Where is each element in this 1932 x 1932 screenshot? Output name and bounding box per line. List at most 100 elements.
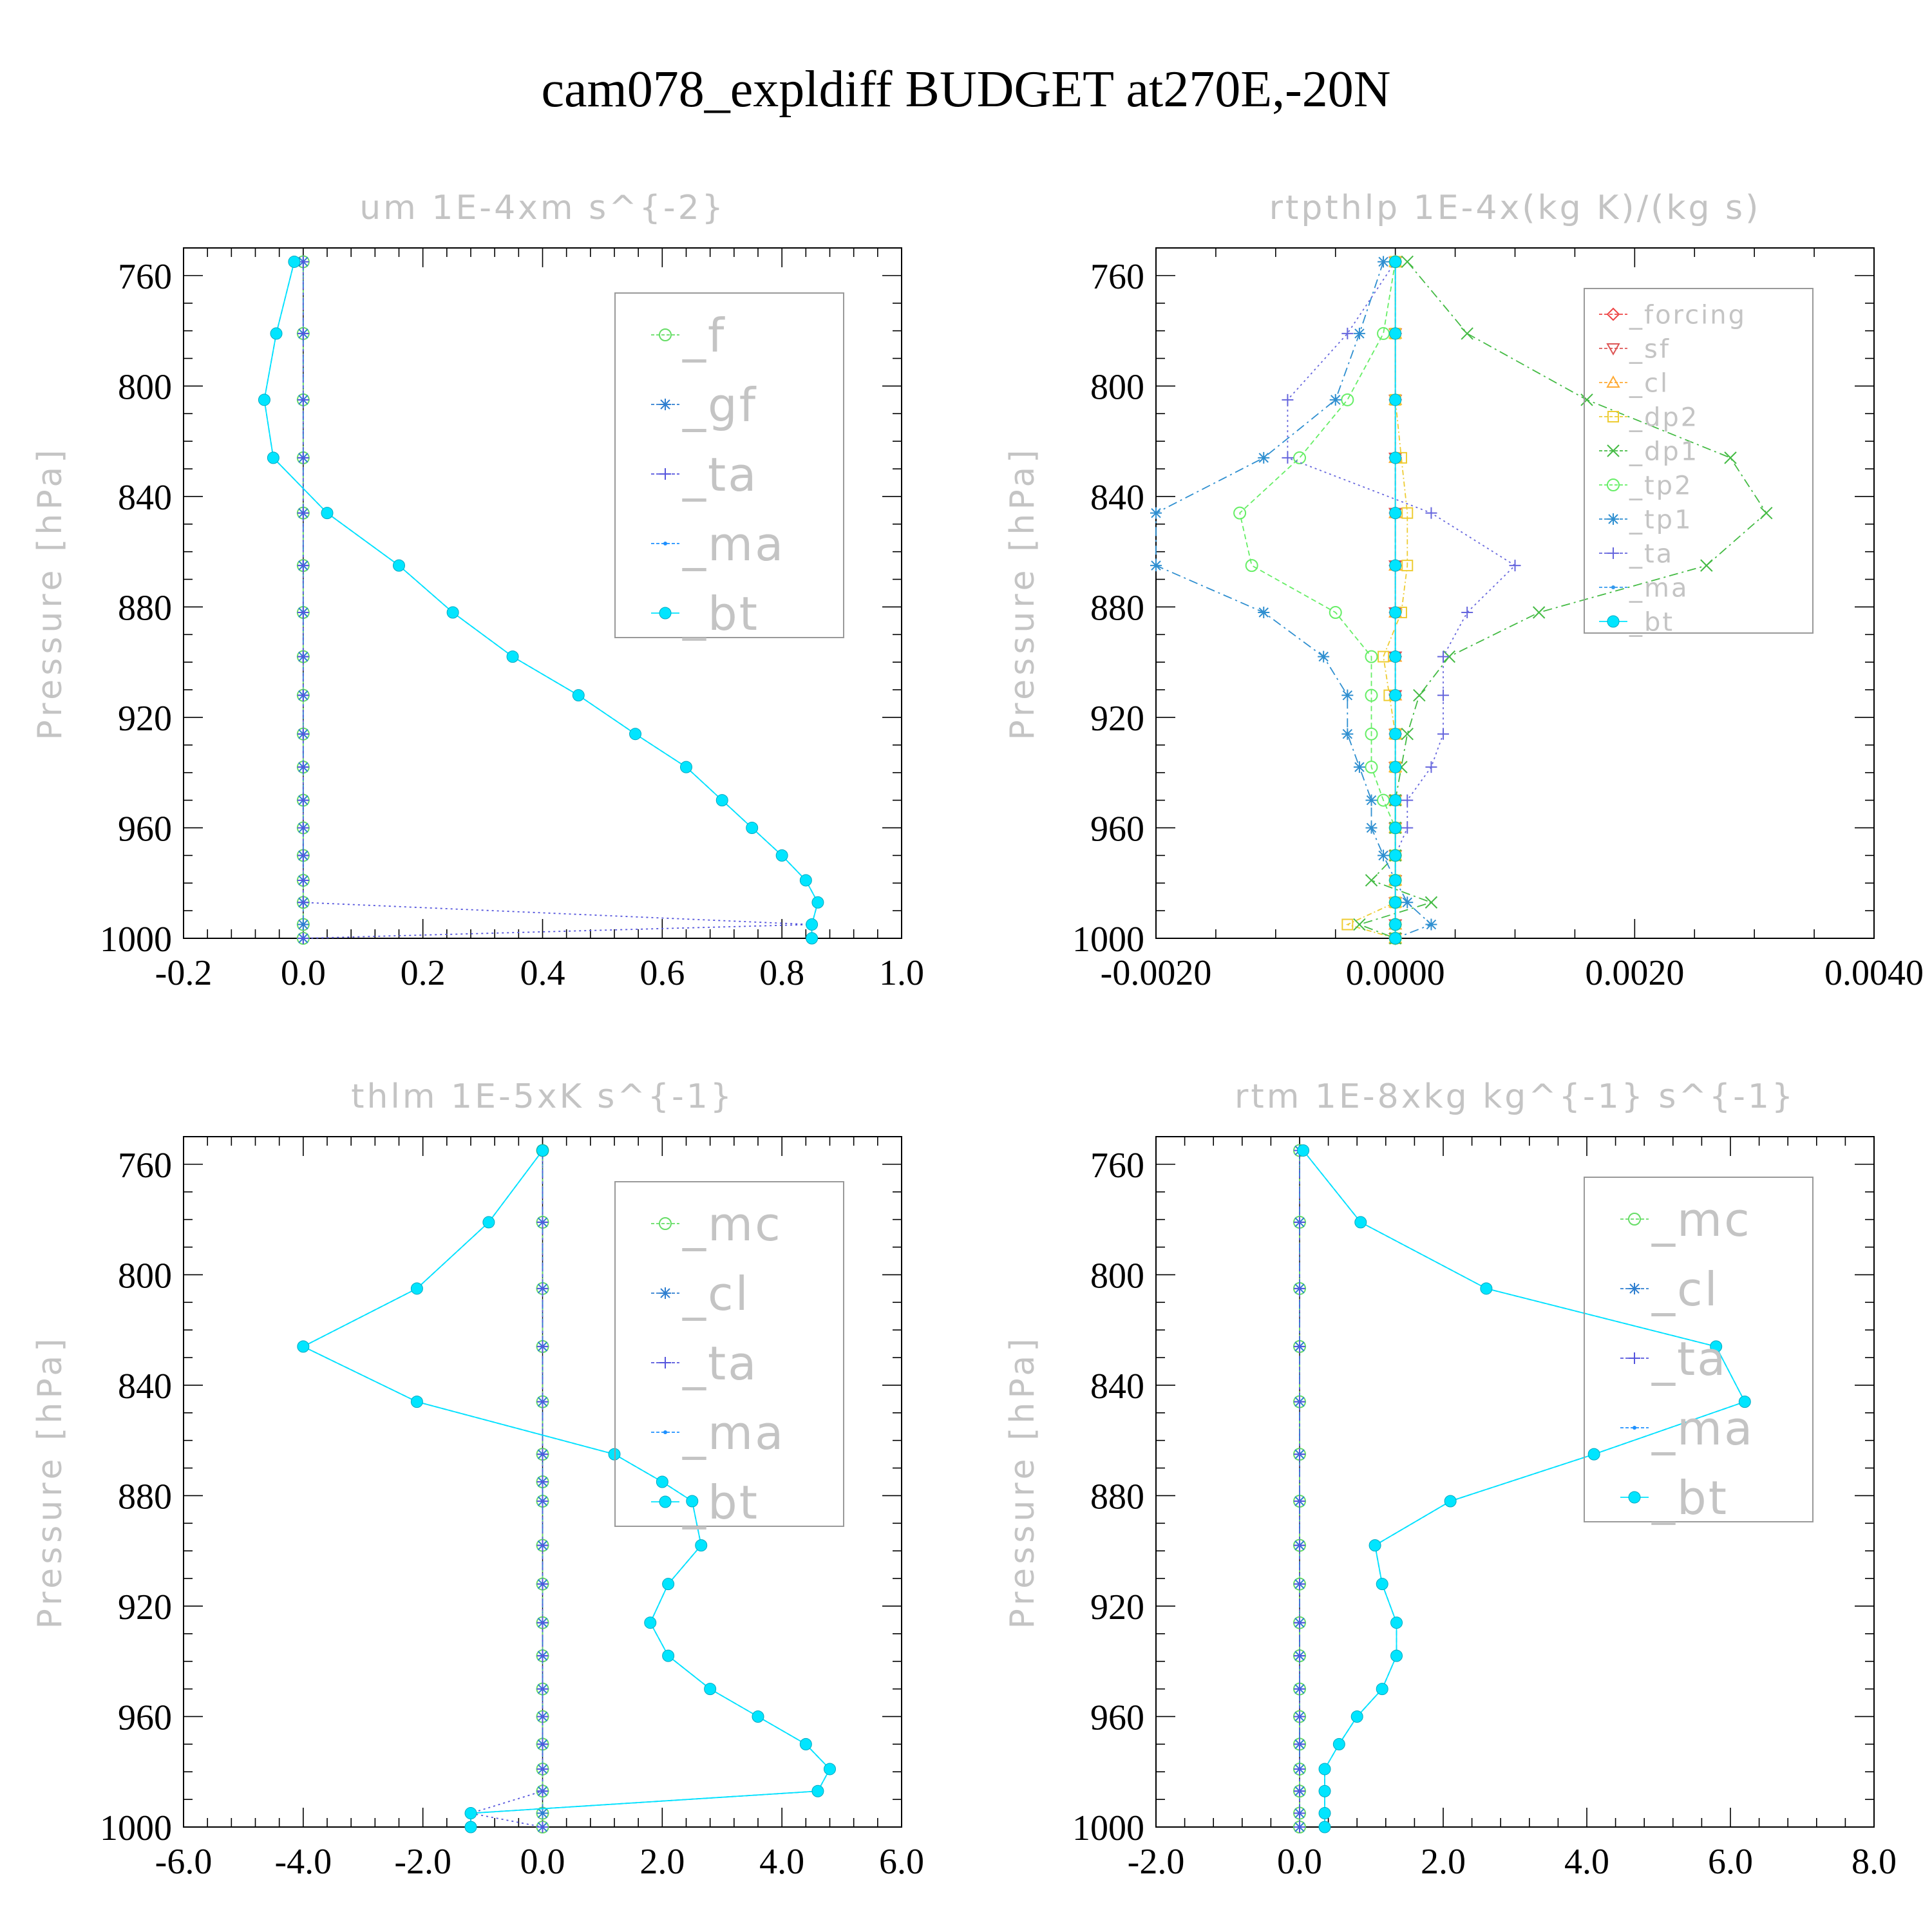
data-point: [1377, 327, 1390, 340]
data-point: [536, 1738, 549, 1750]
data-point: [715, 794, 728, 807]
data-point: [297, 918, 309, 931]
legend-label: _ta: [682, 1336, 758, 1390]
data-point: [536, 1495, 549, 1508]
legend-marker: [659, 1495, 672, 1508]
x-tick-label: -6.0: [155, 1842, 213, 1882]
data-point: [410, 1396, 423, 1408]
x-tick-label: 2.0: [1421, 1842, 1466, 1882]
legend-label: _ta: [682, 448, 758, 502]
legend-entry: _f: [651, 308, 724, 363]
data-point: [1401, 794, 1414, 806]
data-point: [1377, 793, 1390, 807]
data-point: [536, 1650, 549, 1662]
data-point: [297, 507, 309, 519]
legend: _mc _cl _ta _ma _bt: [1584, 1177, 1814, 1525]
data-point: [1318, 650, 1330, 663]
y-axis: 760 800 840 880 920 960 1000: [1072, 1136, 1874, 1848]
legend-entry: _cl: [1620, 1262, 1718, 1316]
data-point: [1401, 896, 1414, 909]
data-point: [1294, 1396, 1305, 1408]
x-tick-label: 4.0: [1564, 1842, 1609, 1882]
x-tick-label: -2.0: [394, 1842, 451, 1882]
data-point: [1353, 918, 1366, 931]
y-tick-label: 960: [1090, 1698, 1144, 1738]
data-point: [1389, 689, 1402, 702]
data-point: [297, 607, 309, 619]
data-point: [1294, 1448, 1305, 1461]
data-point: [1294, 1807, 1305, 1819]
x-tick-label: 1.0: [879, 953, 924, 993]
legend-entry: _cl: [1599, 368, 1669, 398]
data-point: [297, 650, 309, 663]
data-point: [464, 1821, 477, 1833]
legend-label: _gf: [682, 378, 757, 432]
legend-marker: [1628, 1491, 1641, 1504]
x-tick-label: 8.0: [1852, 1842, 1897, 1882]
panel-title: rtpthlp 1E-4x(kg K)/(kg s): [1269, 189, 1761, 227]
data-point: [1724, 451, 1737, 464]
data-point: [1389, 849, 1402, 862]
x-axis: -6.0 -4.0 -2.0 0.0 2.0 4.0 6.0: [155, 1137, 924, 1882]
data-point: [1294, 1578, 1305, 1590]
legend-label: _ma: [682, 1406, 785, 1460]
data-point: [1738, 1396, 1751, 1408]
legend-marker: [1611, 585, 1615, 589]
legend-label: _ta: [1629, 539, 1674, 569]
x-tick-label: 0.0000: [1346, 953, 1445, 993]
data-point: [1318, 1785, 1331, 1797]
data-point: [1389, 761, 1402, 773]
legend-marker: [663, 1430, 667, 1434]
y-tick-label: 800: [1090, 1256, 1144, 1296]
data-point: [1354, 1216, 1367, 1229]
data-point: [1294, 1738, 1305, 1750]
data-point: [1401, 507, 1414, 519]
legend-entry: _gf: [651, 378, 757, 432]
data-point: [656, 1475, 668, 1488]
data-point: [662, 1578, 675, 1591]
data-point: [1760, 506, 1773, 520]
y-tick-label: 880: [118, 588, 172, 628]
data-point: [1294, 1216, 1305, 1228]
data-point: [1294, 1763, 1305, 1775]
legend-label: _bt: [1629, 607, 1674, 637]
legend-box: [614, 1181, 844, 1527]
legend-label: _cl: [1629, 368, 1669, 398]
legend-entry: _bt: [1599, 607, 1674, 637]
legend-marker: [659, 607, 672, 620]
data-point: [1389, 559, 1402, 572]
data-point: [536, 1396, 549, 1408]
x-axis: -0.2 0.0 0.2 0.4 0.6 0.8 1.0: [155, 248, 924, 993]
plot-frame: [1155, 1136, 1875, 1828]
legend-entry: _ta: [651, 448, 758, 502]
data-point: [393, 559, 405, 572]
y-tick-label: 760: [1090, 257, 1144, 297]
data-point: [746, 821, 759, 834]
data-point: [799, 874, 812, 887]
data-point: [297, 849, 309, 862]
data-point: [1580, 393, 1593, 406]
x-tick-label: 6.0: [879, 1842, 924, 1882]
data-point: [1587, 1448, 1600, 1461]
data-point: [536, 1821, 549, 1833]
legend-entry: _ma: [1620, 1401, 1752, 1455]
legend-label: _bt: [682, 1475, 759, 1530]
y-tick-label: 760: [118, 257, 172, 297]
y-axis-title: Pressure [hPa]: [31, 446, 70, 741]
legend-entry: _dp2: [1599, 402, 1697, 432]
data-point: [536, 1282, 549, 1294]
series-ta: [1294, 1144, 1305, 1833]
legend-entry: _ta: [651, 1336, 758, 1390]
y-tick-label: 920: [118, 699, 172, 739]
data-point: [1461, 607, 1473, 619]
data-point: [297, 689, 309, 701]
data-point: [1294, 1821, 1305, 1833]
data-point: [1329, 393, 1341, 406]
data-point: [1390, 1616, 1403, 1629]
data-point: [1365, 727, 1378, 741]
data-point: [1444, 1495, 1457, 1508]
y-tick-label: 800: [1090, 367, 1144, 407]
x-axis: -2.0 0.0 2.0 4.0 6.0 8.0: [1128, 1137, 1897, 1882]
legend-marker: [1606, 343, 1620, 356]
data-point: [680, 761, 692, 773]
